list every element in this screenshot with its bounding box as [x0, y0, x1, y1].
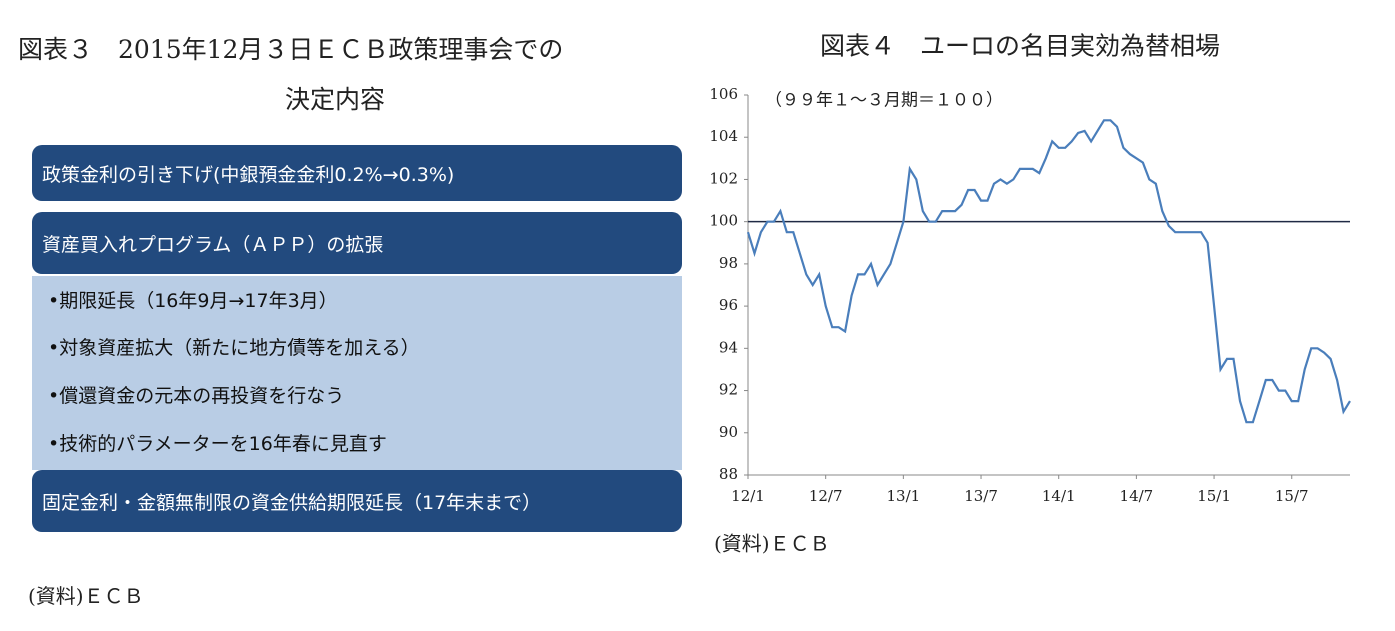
line-series: [746, 119, 1351, 424]
bullet: •技術的パラメーターを16年春に見直す: [48, 433, 387, 455]
x-tick-label: 15/7: [1275, 487, 1309, 505]
y-tick-label: 94: [719, 338, 738, 356]
figure-title: 決定内容: [285, 85, 386, 114]
y-tick-label: 106: [709, 85, 738, 103]
x-tick-label: 12/1: [731, 487, 765, 505]
y-tick-label: 96: [719, 296, 738, 314]
panel: [32, 276, 682, 470]
bullet: •期限延長（16年9月→17年3月）: [48, 290, 338, 312]
y-tick-label: 102: [709, 169, 738, 187]
x-tick-label: 13/7: [964, 487, 998, 505]
box: 資産買入れプログラム（ＡＰＰ）の拡張: [32, 212, 682, 274]
y-tick-label: 98: [719, 254, 738, 272]
x-tick-label: 12/7: [809, 487, 843, 505]
bullet: •対象資産拡大（新たに地方債等を加える）: [48, 337, 420, 359]
x-tick-label: 14/1: [1042, 487, 1076, 505]
y-tick-label: 104: [709, 127, 738, 145]
x-tick-label: 15/1: [1197, 487, 1231, 505]
x-tick-label: 13/1: [887, 487, 921, 505]
box: 政策金利の引き下げ(中銀預金金利0.2%→0.3%): [32, 145, 682, 201]
source: (資料)ＥＣＢ: [28, 584, 144, 608]
y-tick-label: 100: [709, 212, 738, 230]
y-tick-label: 92: [719, 381, 738, 399]
source: (資料)ＥＣＢ: [714, 532, 830, 556]
y-tick-label: 88: [719, 465, 738, 483]
box: 固定金利・金額無制限の資金供給期限延長（17年末まで）: [32, 470, 682, 532]
chart-title: 図表４ ユーロの名目実効為替相場: [820, 32, 1220, 61]
figure-title: 図表３ 2015年12月３日ＥＣＢ政策理事会での: [18, 35, 564, 64]
y-tick-label: 90: [719, 423, 738, 441]
bullet: •償還資金の元本の再投資を行なう: [48, 385, 345, 407]
x-tick-label: 14/7: [1120, 487, 1154, 505]
chart-subtitle: （９９年１～３月期＝１００）: [765, 91, 1003, 111]
